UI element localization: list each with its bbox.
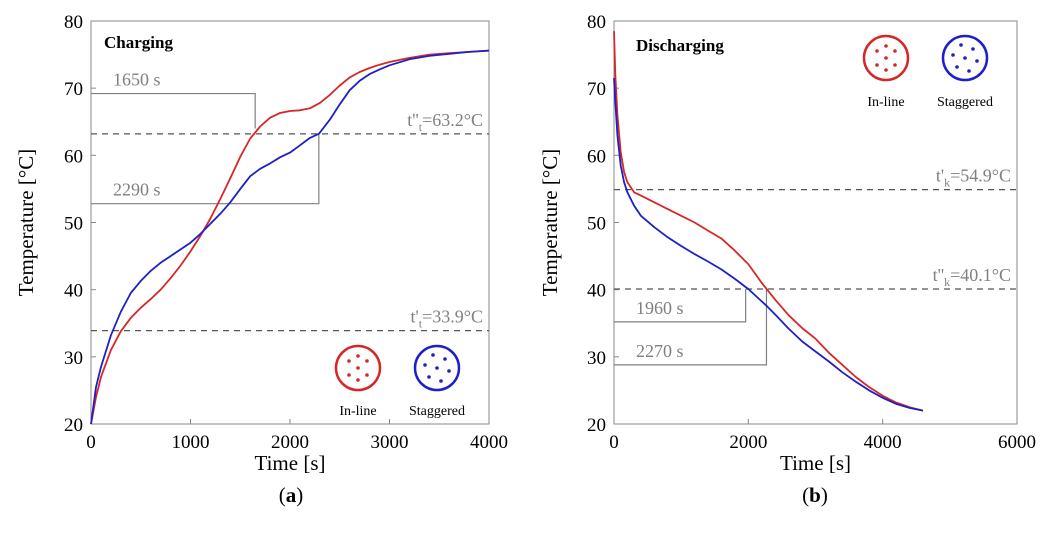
legend-label: In-line — [867, 95, 904, 110]
time-marker-line — [614, 288, 768, 366]
chart-panel-b: 0 2000 4000 6000 20 30 40 50 60 70 80 Time [s] Tempe… — [538, 12, 1036, 507]
legend-dot — [356, 366, 360, 370]
y-tick-label: 50 — [587, 214, 606, 235]
chart-panel-a: 0 1000 2000 3000 4000 20 30 40 50 60 70 80 Time [s] T… — [14, 12, 508, 507]
y-tick-label: 20 — [64, 415, 83, 436]
x-axis-title: Time [s] — [255, 451, 326, 475]
x-tick-label: 0 — [609, 432, 619, 453]
y-tick-label: 30 — [587, 348, 606, 369]
legend-dot — [959, 43, 963, 47]
legend-dot — [427, 375, 431, 379]
legend-dot — [347, 373, 351, 377]
legend-item-staggered: Staggered — [409, 344, 465, 419]
x-tick-label: 4000 — [864, 432, 902, 453]
y-tick-label: 60 — [64, 146, 83, 167]
y-axis-title: Temperature [°C] — [538, 149, 562, 296]
series-line-in-line — [613, 31, 924, 412]
x-tick-label: 6000 — [998, 432, 1036, 453]
legend-dot — [447, 369, 451, 373]
legend-dot — [435, 366, 439, 370]
x-tick-label: 1000 — [172, 432, 210, 453]
threshold-label: t''k=40.1°C — [933, 265, 1011, 289]
panel-title: Discharging — [636, 36, 724, 55]
x-tick-label: 3000 — [371, 432, 409, 453]
legend-dot — [365, 359, 369, 363]
legend-dot — [884, 56, 888, 60]
x-tick-label: 0 — [86, 432, 96, 453]
legend-dot — [443, 357, 447, 361]
panel-title: Charging — [104, 33, 173, 52]
legend-dot — [975, 59, 979, 63]
legend-dot — [955, 65, 959, 69]
legend-dot — [875, 49, 879, 53]
y-tick-label: 70 — [64, 79, 83, 100]
legend-dot — [423, 363, 427, 367]
y-tick-label: 40 — [587, 281, 606, 302]
threshold-label: t'k=54.9°C — [936, 166, 1011, 190]
legend-dot — [365, 373, 369, 377]
legend-dot — [971, 47, 975, 51]
legend-label: In-line — [339, 404, 376, 419]
time-marker-label: 1650 s — [113, 70, 161, 90]
legend-dot — [431, 353, 435, 357]
series-line-staggered — [90, 49, 490, 425]
series-line-staggered — [613, 78, 924, 412]
legend-dot — [875, 63, 879, 67]
y-tick-label: 70 — [587, 79, 606, 100]
time-marker-line — [614, 288, 747, 323]
threshold-label: t't=33.9°C — [411, 307, 483, 331]
time-marker-label: 2290 s — [113, 180, 161, 200]
legend-dot — [347, 359, 351, 363]
legend-dot — [893, 49, 897, 53]
legend-dot — [356, 354, 360, 358]
legend-item-staggered: Staggered — [937, 34, 993, 110]
plot-frame — [613, 20, 1018, 425]
y-tick-label: 60 — [587, 146, 606, 167]
y-tick-label: 80 — [64, 12, 83, 33]
legend-item-in-line: In-line — [862, 34, 910, 110]
threshold-label: t''t=63.2°C — [407, 110, 483, 134]
y-tick-label: 20 — [587, 415, 606, 436]
legend-item-in-line: In-line — [334, 344, 382, 419]
legend-dot — [439, 379, 443, 383]
y-tick-label: 80 — [587, 12, 606, 33]
panel-caption: (a) — [279, 483, 304, 507]
time-marker-label: 1960 s — [636, 298, 684, 318]
legend-dot — [884, 44, 888, 48]
y-axis-title: Temperature [°C] — [14, 149, 38, 296]
legend-label: Staggered — [409, 404, 465, 419]
y-tick-label: 40 — [64, 281, 83, 302]
legend-dot — [356, 378, 360, 382]
x-axis-title: Time [s] — [780, 451, 851, 475]
time-marker-line — [91, 133, 320, 205]
legend-label: Staggered — [937, 95, 993, 110]
series-line-in-line — [90, 49, 490, 425]
legend-dot — [967, 69, 971, 73]
legend-dot — [963, 56, 967, 60]
time-marker-label: 2270 s — [636, 341, 684, 361]
time-marker-line — [91, 92, 256, 129]
legend-dot — [884, 68, 888, 72]
legend-dot — [951, 53, 955, 57]
x-tick-label: 2000 — [729, 432, 767, 453]
x-tick-label: 2000 — [271, 432, 309, 453]
legend-dot — [893, 63, 897, 67]
y-tick-label: 30 — [64, 348, 83, 369]
y-tick-label: 50 — [64, 214, 83, 235]
x-tick-label: 4000 — [470, 432, 508, 453]
panel-caption: (b) — [802, 483, 828, 507]
